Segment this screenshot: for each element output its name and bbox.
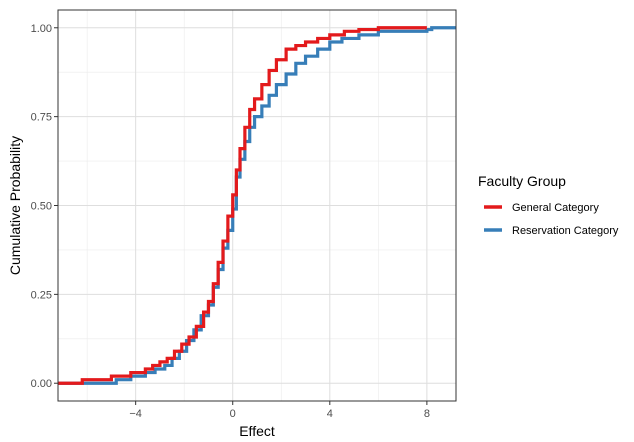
y-tick-label: 0.25 bbox=[31, 289, 52, 301]
legend-title: Faculty Group bbox=[478, 173, 566, 189]
y-axis-title: Cumulative Probability bbox=[7, 136, 23, 275]
x-tick-label: 4 bbox=[327, 408, 333, 420]
y-tick-label: 0.75 bbox=[31, 112, 52, 124]
legend-item-general: General Category bbox=[484, 202, 599, 214]
y-tick-label: 1.00 bbox=[31, 23, 52, 35]
x-axis-ticks: −4 0 4 8 bbox=[129, 401, 430, 420]
series-lines bbox=[58, 26, 456, 385]
series-line-general-category bbox=[58, 26, 427, 385]
x-tick-label: 0 bbox=[230, 408, 236, 420]
x-axis-title: Effect bbox=[239, 423, 275, 439]
x-tick-label: 8 bbox=[424, 408, 430, 420]
legend-label-general: General Category bbox=[512, 202, 599, 214]
y-axis-ticks: 0.00 0.25 0.50 0.75 1.00 bbox=[31, 23, 58, 390]
y-tick-label: 0.00 bbox=[31, 378, 52, 390]
legend-label-reservation: Reservation Category bbox=[512, 225, 619, 237]
legend-item-reservation: Reservation Category bbox=[484, 225, 619, 237]
y-tick-label: 0.50 bbox=[31, 201, 52, 213]
x-tick-label: −4 bbox=[129, 408, 142, 420]
